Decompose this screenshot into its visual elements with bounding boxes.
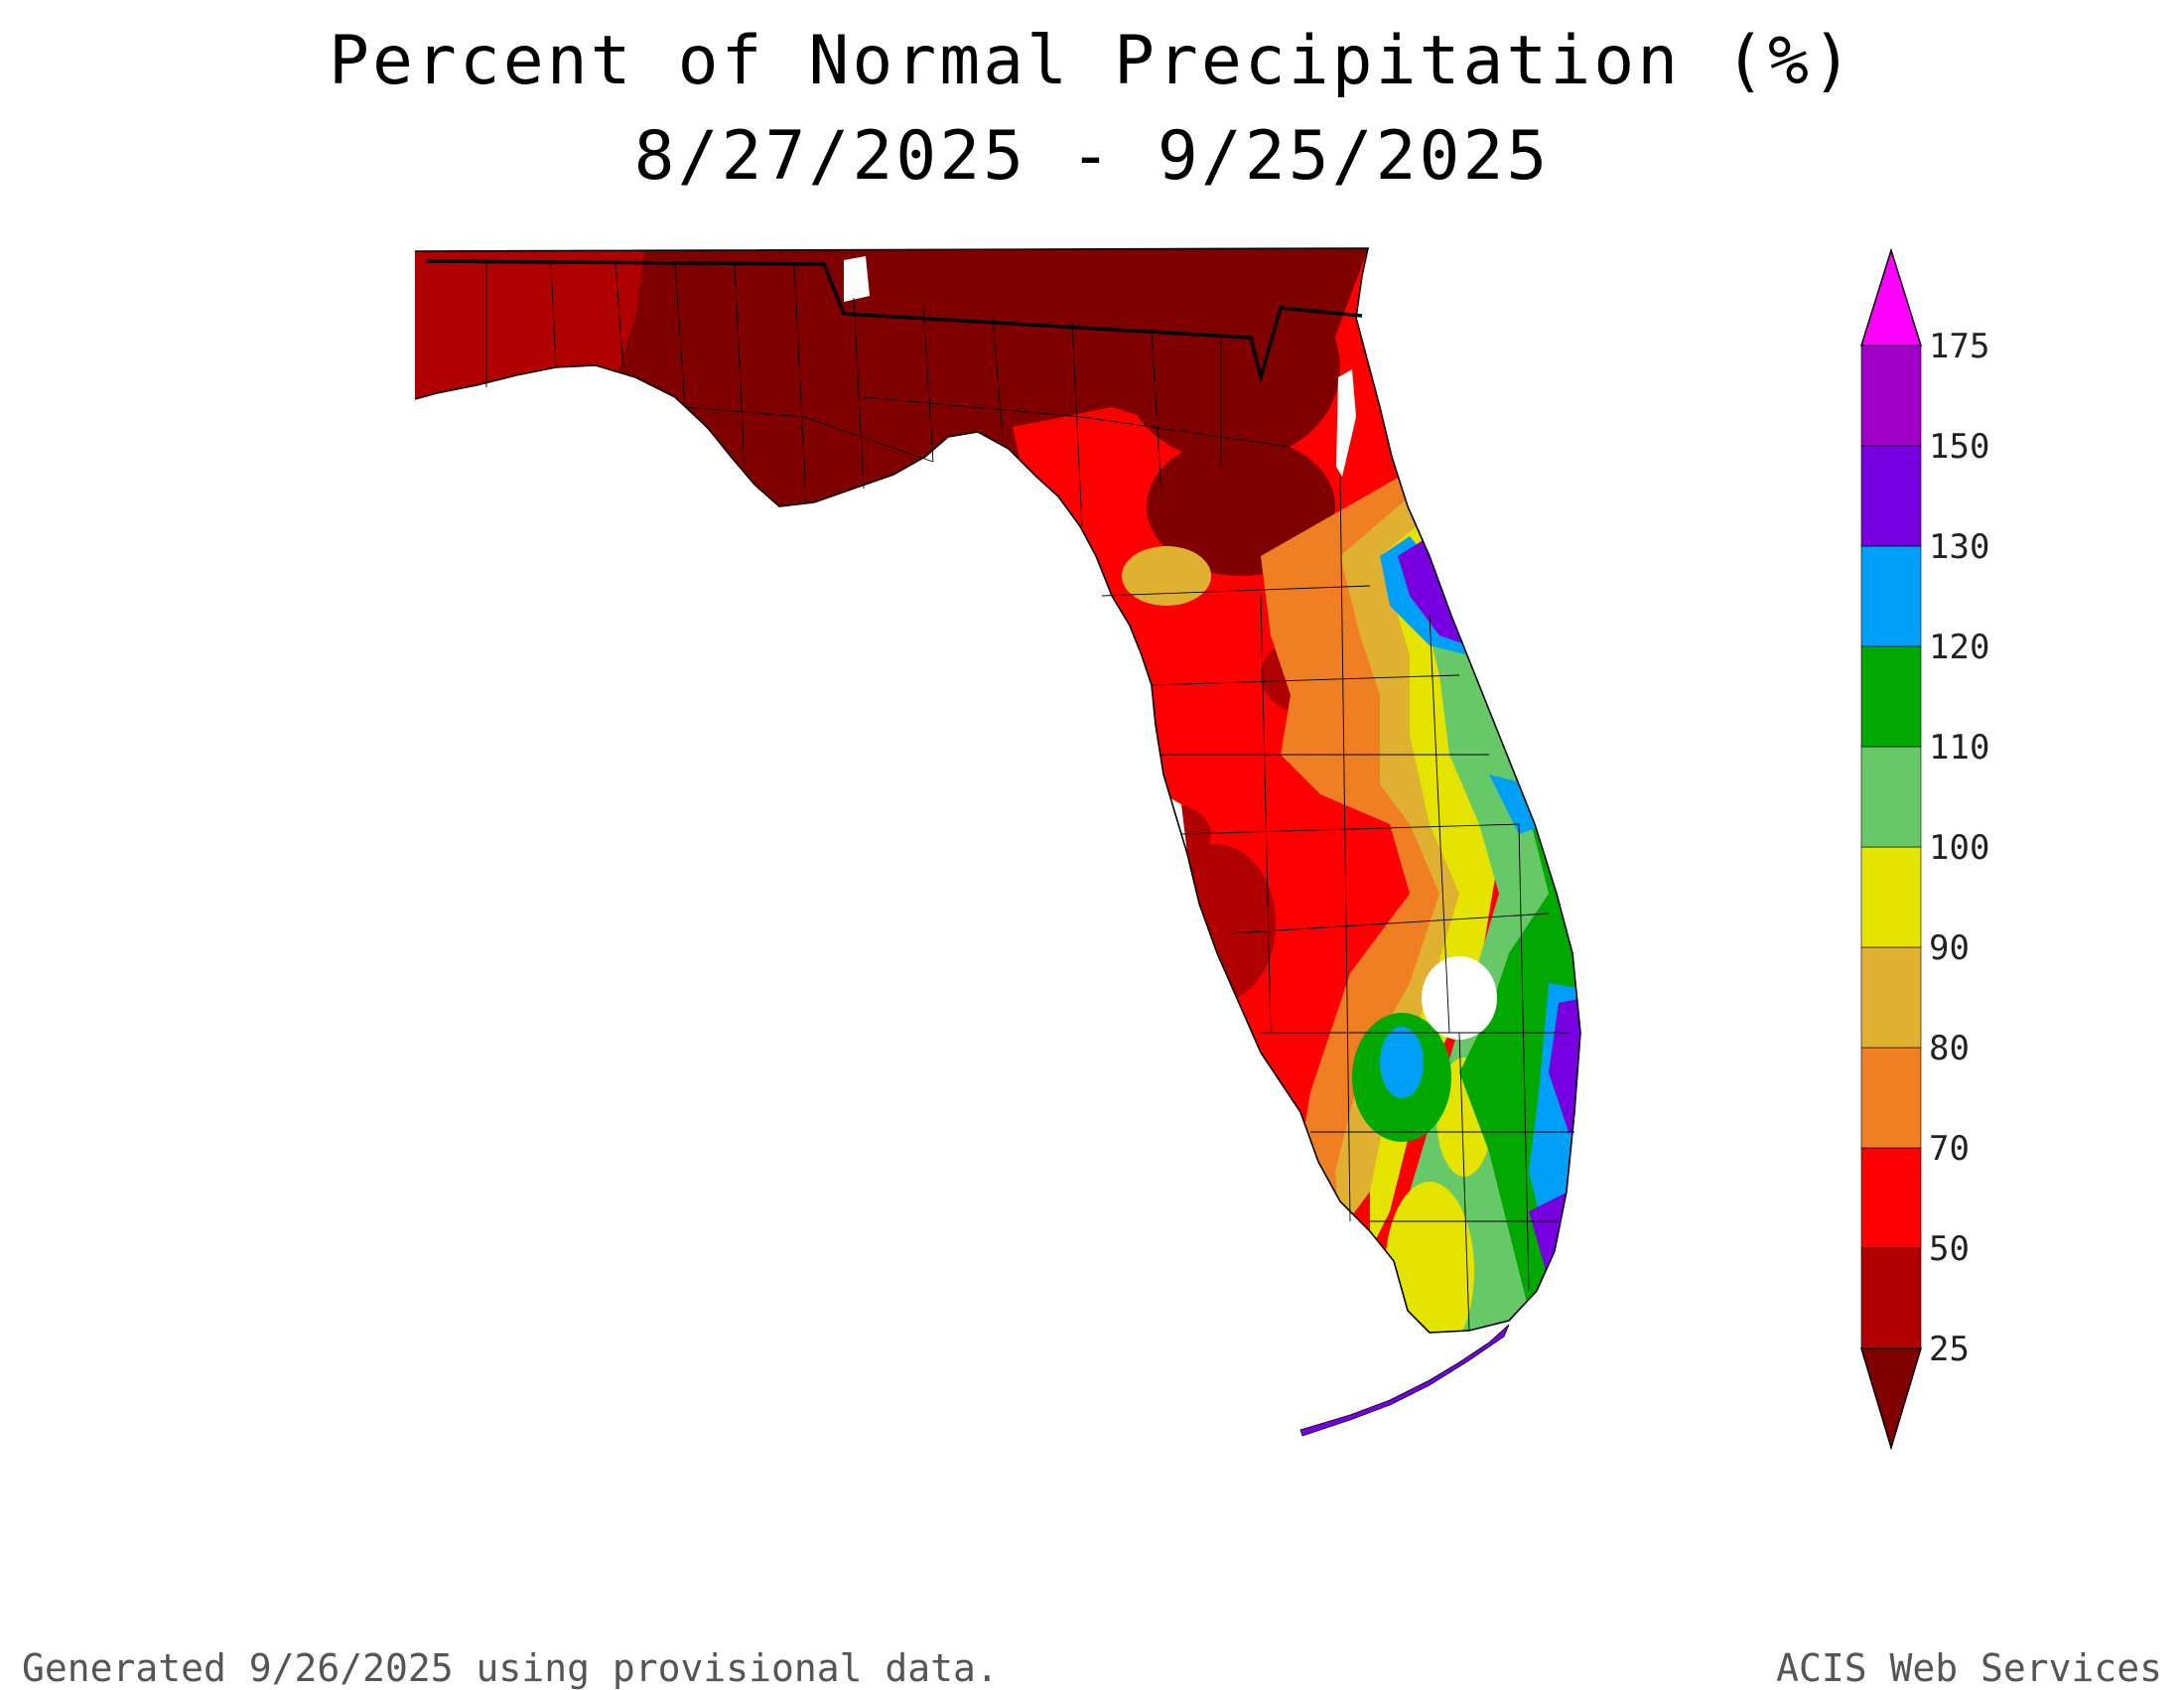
- st-johns-river: [1336, 369, 1356, 477]
- legend-tick-label: 70: [1929, 1129, 1970, 1169]
- footer-generated-note: Generated 9/26/2025 using provisional da…: [22, 1646, 999, 1690]
- legend-tick-label: 25: [1929, 1330, 1970, 1369]
- legend-bin-150: [1860, 345, 1922, 447]
- florida-coastline: [414, 247, 1581, 1334]
- field-90-100-everglades: [1385, 1182, 1474, 1333]
- legend-bin-100: [1860, 746, 1922, 848]
- legend-bin-70: [1860, 1047, 1922, 1149]
- field-25-50-southwest: [1157, 844, 1276, 1003]
- legend-bin-120: [1860, 545, 1922, 647]
- legend-over-arrow: [1859, 247, 1923, 347]
- legend-colorbar: 25 50 70 80 90 100 110 120 130 150 175: [1859, 247, 1989, 1451]
- florida-keys: [1299, 1324, 1510, 1437]
- legend-tick-label: 150: [1929, 427, 1989, 467]
- legend-tick-label: 120: [1929, 628, 1989, 667]
- field-25-50-west-panhandle: [415, 248, 645, 399]
- county-lines: [485, 262, 1574, 1332]
- legend-tick-label: 175: [1929, 327, 1989, 366]
- map-title-line-2: 8/27/2025 - 9/25/2025: [633, 117, 1551, 196]
- legend-tick-label: 130: [1929, 527, 1989, 567]
- choctawhatchee-inlet: [844, 256, 870, 302]
- field-130-150-northeast: [1398, 536, 1469, 645]
- legend-tick-label: 100: [1929, 828, 1989, 868]
- legend-bin-80: [1860, 946, 1922, 1049]
- boundaries: [414, 247, 1581, 1334]
- coastal-water: [844, 256, 1356, 864]
- legend-tick-label: 90: [1929, 928, 1970, 968]
- legend-bin-90: [1860, 846, 1922, 948]
- legend-bin-25: [1860, 1247, 1922, 1349]
- legend-under-arrow: [1859, 1347, 1923, 1451]
- field-under-25-northeast: [1122, 273, 1340, 462]
- field-80-90-northwest-coast: [1122, 546, 1211, 606]
- legend-bin-50: [1860, 1147, 1922, 1249]
- legend-tick-label: 110: [1929, 728, 1989, 768]
- legend-tick-labels: 25 50 70 80 90 100 110 120 130 150 175: [1929, 327, 1989, 1369]
- lake-okeechobee: [1422, 956, 1497, 1040]
- tampa-bay: [1163, 794, 1187, 864]
- legend-bin-110: [1860, 645, 1922, 748]
- florida-precip-field: [415, 248, 1580, 1333]
- legend-bins: [1860, 345, 1922, 1349]
- georgia-alabama-state-line: [426, 259, 1363, 384]
- map-title-line-1: Percent of Normal Precipitation (%): [329, 22, 1855, 100]
- legend-tick-label: 50: [1929, 1229, 1970, 1269]
- legend-tick-label: 80: [1929, 1029, 1970, 1068]
- footer-source: ACIS Web Services: [1776, 1646, 2162, 1690]
- field-120-130-interior: [1380, 1027, 1424, 1098]
- legend-bin-130: [1860, 445, 1922, 547]
